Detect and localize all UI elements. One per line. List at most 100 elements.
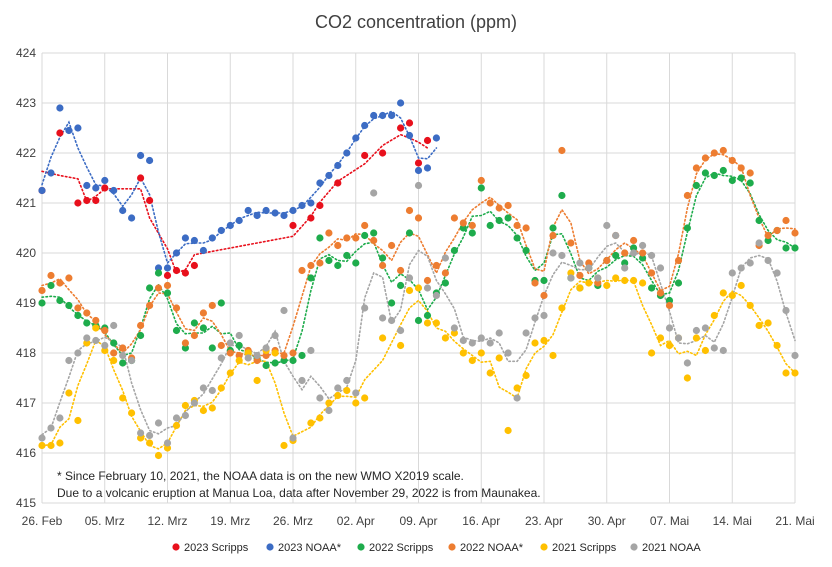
point-2021-noaa bbox=[172, 414, 181, 422]
point-2021-noaa bbox=[683, 359, 692, 367]
point-2023-noaa bbox=[163, 264, 172, 272]
point-2022-noaa bbox=[226, 349, 234, 357]
point-2022-scripps bbox=[208, 344, 216, 352]
point-2021-noaa bbox=[764, 256, 772, 265]
point-2021-noaa bbox=[361, 304, 369, 312]
point-2023-noaa bbox=[190, 236, 198, 245]
point-2023-scripps bbox=[83, 196, 91, 205]
point-2022-scripps bbox=[674, 279, 683, 287]
point-2021-scripps bbox=[450, 329, 458, 337]
point-2021-scripps bbox=[737, 281, 745, 290]
point-2023-scripps bbox=[289, 221, 297, 230]
legend: 2023 Scripps 2023 NOAA* 2022 Scripps 2022 N… bbox=[172, 542, 701, 554]
point-2023-noaa bbox=[217, 226, 225, 235]
point-2022-noaa bbox=[181, 339, 189, 347]
point-2022-noaa bbox=[746, 169, 754, 177]
point-2021-noaa bbox=[621, 264, 629, 272]
x-tick-label: 23. Apr bbox=[525, 514, 563, 528]
point-2021-noaa bbox=[468, 339, 476, 347]
point-2022-noaa bbox=[101, 326, 109, 335]
point-2021-noaa bbox=[289, 434, 297, 442]
point-2021-noaa bbox=[540, 311, 548, 320]
point-2022-scripps bbox=[379, 254, 387, 262]
point-2022-noaa bbox=[199, 309, 207, 317]
point-2023-scripps bbox=[181, 269, 189, 277]
annotation-scale-note: * Since February 10, 2021, the NOAA data… bbox=[57, 469, 464, 483]
point-2022-noaa bbox=[65, 274, 73, 282]
x-tick-label: 14. Mai bbox=[713, 514, 752, 528]
point-2021-noaa bbox=[719, 346, 727, 355]
point-2021-scripps bbox=[567, 269, 575, 277]
point-2022-scripps bbox=[65, 301, 73, 310]
x-tick-label: 26. Mrz bbox=[273, 514, 313, 528]
point-2022-noaa bbox=[459, 219, 467, 227]
point-2022-scripps bbox=[710, 171, 718, 180]
point-2023-noaa bbox=[92, 184, 100, 192]
point-2021-scripps bbox=[208, 404, 216, 412]
point-2022-scripps bbox=[665, 296, 674, 305]
point-2022-noaa bbox=[710, 149, 718, 157]
point-2023-noaa bbox=[423, 164, 432, 172]
point-2022-scripps bbox=[450, 246, 458, 255]
point-2022-noaa bbox=[773, 226, 781, 235]
point-2021-scripps bbox=[719, 289, 727, 297]
point-2021-noaa bbox=[477, 334, 485, 342]
legend-marker-2022-scripps bbox=[357, 543, 365, 551]
point-2022-scripps bbox=[334, 261, 342, 270]
point-2023-noaa bbox=[172, 249, 181, 257]
point-2021-noaa bbox=[235, 331, 243, 340]
point-2021-noaa bbox=[692, 326, 701, 335]
point-2022-noaa bbox=[397, 266, 405, 275]
point-2021-noaa bbox=[674, 334, 683, 342]
point-2021-noaa bbox=[92, 336, 100, 345]
point-2023-noaa bbox=[74, 124, 82, 132]
point-2022-noaa bbox=[701, 154, 710, 162]
point-2022-scripps bbox=[388, 299, 396, 307]
point-2022-noaa bbox=[656, 289, 665, 297]
x-tick-label: 26. Feb bbox=[22, 514, 63, 528]
point-2022-noaa bbox=[468, 221, 476, 230]
point-2021-scripps bbox=[271, 349, 279, 357]
point-2021-scripps bbox=[405, 286, 414, 295]
point-2022-scripps bbox=[110, 339, 118, 347]
point-2021-scripps bbox=[307, 419, 315, 427]
point-2022-scripps bbox=[271, 359, 279, 367]
point-2022-scripps bbox=[83, 319, 91, 327]
point-2022-noaa bbox=[737, 164, 745, 172]
point-2022-scripps bbox=[477, 184, 485, 192]
point-2021-scripps bbox=[459, 349, 467, 357]
point-2022-noaa bbox=[163, 281, 172, 290]
point-2021-scripps bbox=[181, 401, 189, 410]
point-2022-scripps bbox=[522, 246, 530, 255]
point-2021-scripps bbox=[65, 389, 73, 397]
point-2021-noaa bbox=[773, 269, 781, 277]
point-2022-scripps bbox=[540, 276, 548, 285]
point-2021-scripps bbox=[522, 371, 530, 380]
x-tick-label: 12. Mrz bbox=[147, 514, 187, 528]
point-2022-noaa bbox=[764, 231, 772, 240]
point-2021-scripps bbox=[773, 341, 781, 350]
point-2021-noaa bbox=[746, 259, 754, 267]
point-2022-noaa bbox=[558, 146, 566, 155]
point-2021-noaa bbox=[199, 384, 207, 392]
point-2023-noaa bbox=[361, 121, 369, 130]
point-2021-scripps bbox=[154, 451, 163, 460]
point-2021-noaa bbox=[137, 429, 145, 437]
point-2022-scripps bbox=[746, 179, 754, 187]
point-2023-noaa bbox=[397, 99, 405, 107]
point-2023-noaa bbox=[208, 234, 216, 242]
point-2021-scripps bbox=[692, 334, 701, 342]
point-2023-scripps bbox=[307, 214, 315, 222]
point-2021-scripps bbox=[361, 394, 369, 402]
point-2021-scripps bbox=[648, 349, 656, 357]
point-2022-noaa bbox=[513, 221, 521, 230]
point-2023-noaa bbox=[316, 179, 324, 187]
point-2021-scripps bbox=[414, 284, 423, 292]
point-2023-noaa bbox=[432, 134, 440, 142]
point-2021-noaa bbox=[83, 334, 91, 342]
point-2022-scripps bbox=[719, 166, 727, 175]
point-2022-scripps bbox=[755, 216, 763, 225]
point-2022-noaa bbox=[334, 241, 342, 250]
point-2021-noaa bbox=[576, 259, 584, 267]
point-2022-noaa bbox=[208, 301, 216, 310]
